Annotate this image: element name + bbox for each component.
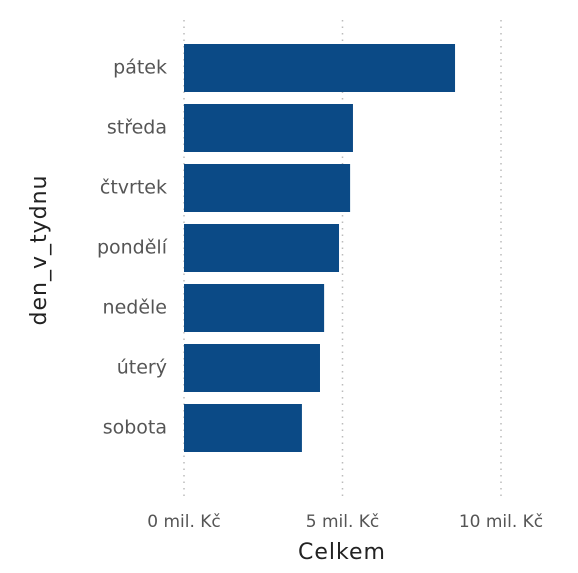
- y-axis-title: den_v_tydnu: [27, 175, 52, 326]
- bar: [184, 344, 320, 392]
- x-tick-label: 0 mil. Kč: [147, 512, 221, 532]
- bar: [184, 224, 340, 272]
- y-tick-label: úterý: [117, 357, 167, 379]
- bar: [184, 284, 325, 332]
- y-tick-label: neděle: [103, 297, 167, 319]
- x-axis-title: Celkem: [298, 540, 386, 565]
- bar: [184, 104, 353, 152]
- y-tick-label: pondělí: [97, 237, 168, 259]
- y-tick-label: čtvrtek: [100, 177, 167, 199]
- bar: [184, 164, 351, 212]
- bar: [184, 404, 302, 452]
- bar: [184, 44, 456, 92]
- x-tick-label: 5 mil. Kč: [306, 512, 380, 532]
- y-tick-label: sobota: [103, 417, 167, 439]
- y-tick-label: středa: [107, 117, 167, 139]
- x-tick-label: 10 mil. Kč: [459, 512, 543, 532]
- y-tick-label: pátek: [113, 57, 167, 79]
